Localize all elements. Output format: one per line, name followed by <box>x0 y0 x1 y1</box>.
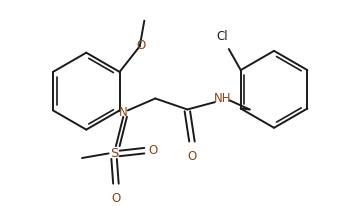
Text: Cl: Cl <box>217 30 228 43</box>
Text: N: N <box>119 106 128 119</box>
Text: O: O <box>148 144 157 157</box>
Text: S: S <box>110 147 118 160</box>
Text: O: O <box>187 150 197 163</box>
Text: O: O <box>136 39 145 52</box>
Text: NH: NH <box>214 92 231 105</box>
Text: O: O <box>111 192 121 205</box>
